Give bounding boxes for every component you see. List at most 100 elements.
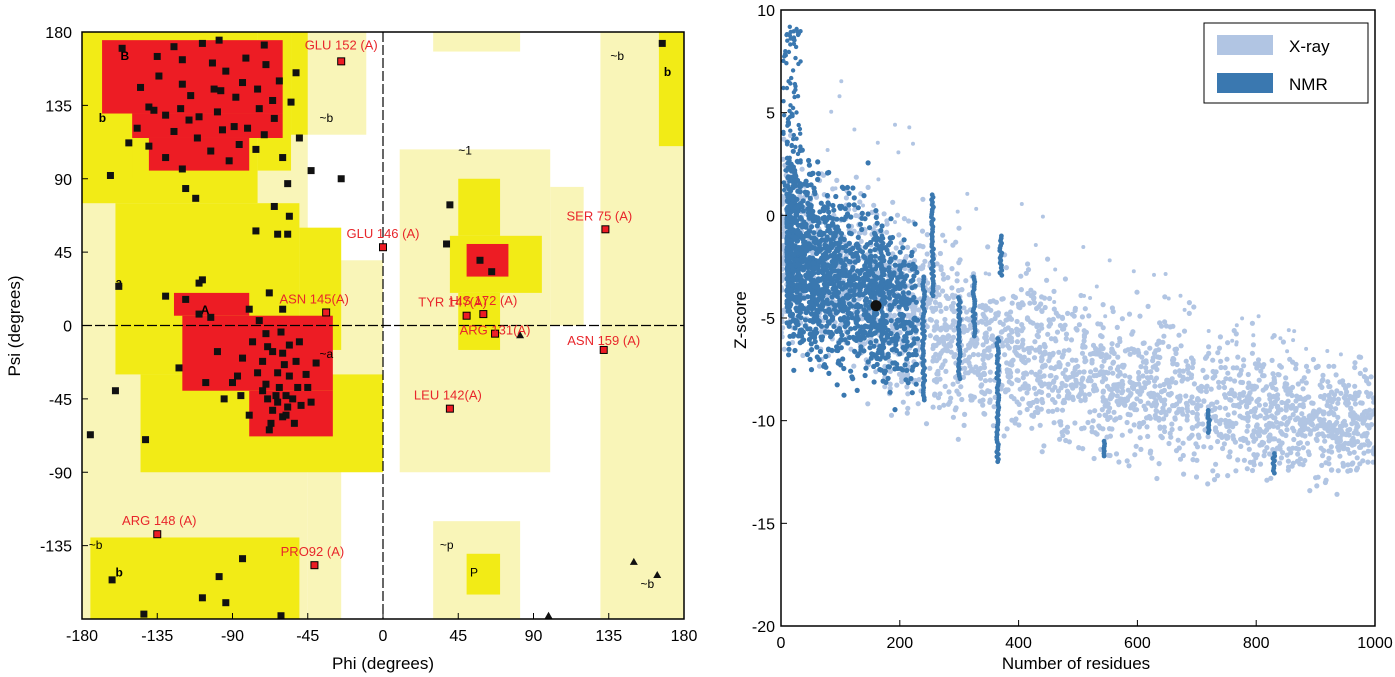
nmr-point — [871, 273, 878, 279]
nmr-point — [784, 32, 789, 38]
xray-point — [1326, 410, 1332, 416]
xray-point — [1180, 452, 1186, 459]
xray-point — [978, 375, 984, 381]
xray-point — [1051, 365, 1057, 372]
nmr-point — [888, 275, 895, 281]
xray-point — [1352, 364, 1358, 371]
zscore-ytick-label: -10 — [752, 414, 775, 431]
xray-point — [1299, 378, 1305, 384]
xray-point — [1181, 471, 1187, 477]
xray-point — [1127, 374, 1133, 380]
ramachandran-point — [215, 36, 223, 44]
xray-point — [1034, 332, 1040, 338]
xray-point — [1078, 388, 1084, 395]
nmr-point — [888, 216, 894, 222]
xray-point — [927, 316, 933, 323]
xray-point — [1144, 415, 1150, 421]
xray-point — [966, 342, 972, 348]
xray-point — [944, 327, 950, 333]
xray-point — [781, 243, 786, 249]
xray-point — [1294, 415, 1301, 421]
ramachandran-point — [178, 80, 186, 88]
nmr-point — [889, 304, 895, 310]
xray-point — [1100, 388, 1106, 394]
xray-point — [781, 312, 785, 318]
nmr-point — [886, 340, 892, 346]
xray-point — [1284, 452, 1290, 458]
nmr-point — [782, 52, 788, 57]
xray-point — [1191, 381, 1197, 387]
ramachandran-point — [255, 105, 263, 113]
xray-point — [1232, 378, 1238, 384]
nmr-point — [795, 261, 801, 267]
xray-point — [1315, 363, 1321, 369]
nmr-point — [824, 284, 830, 290]
nmr-point — [836, 302, 842, 308]
xray-point — [1218, 358, 1224, 364]
nmr-point — [886, 364, 893, 370]
nmr-point — [788, 36, 793, 41]
xray-point — [947, 324, 954, 330]
nmr-point — [802, 317, 809, 323]
ramachandran-point — [443, 240, 451, 248]
nmr-point — [851, 195, 857, 201]
xray-point — [1114, 393, 1120, 399]
xray-point — [924, 232, 930, 238]
xray-point — [1034, 373, 1040, 379]
xray-point — [1045, 256, 1051, 262]
nmr-point — [862, 271, 869, 277]
nmr-point — [828, 243, 834, 249]
xray-point — [1137, 313, 1143, 319]
nmr-point — [786, 122, 791, 127]
xray-point — [1358, 400, 1364, 406]
xray-point — [1054, 329, 1061, 335]
xray-point — [1231, 391, 1237, 397]
xray-point — [1251, 413, 1257, 419]
xray-point — [1236, 372, 1242, 378]
ramachandran-point — [215, 573, 223, 581]
ramachandran-point — [267, 419, 275, 427]
xray-point — [857, 199, 863, 205]
xray-point — [1245, 384, 1251, 391]
nmr-point — [811, 230, 817, 236]
xray-point — [1226, 390, 1232, 397]
xray-point — [1213, 461, 1219, 467]
nmr-point — [855, 275, 861, 281]
ramachandran-point — [274, 230, 282, 238]
xray-point — [1255, 357, 1262, 363]
ramachandran-point — [202, 379, 210, 387]
xray-point — [1013, 416, 1019, 422]
xray-point — [950, 242, 956, 248]
nmr-point — [863, 365, 869, 371]
xray-point — [1015, 368, 1021, 374]
nmr-point — [880, 378, 886, 384]
xray-point — [1250, 342, 1256, 348]
nmr-point — [828, 237, 834, 243]
xray-point — [1226, 420, 1232, 426]
ramachandran-point — [304, 383, 312, 391]
xray-point — [1367, 415, 1373, 421]
xray-point — [1270, 371, 1276, 377]
xray-point — [1008, 338, 1015, 345]
xray-point — [1078, 381, 1084, 387]
ramachandran-point — [192, 194, 200, 202]
ramachandran-point — [118, 44, 126, 52]
xray-point — [1225, 340, 1231, 346]
xray-point — [1256, 402, 1262, 408]
ramachandran-outlier-label: ASN 159 (A) — [567, 333, 640, 348]
nmr-point — [809, 347, 815, 353]
xray-point — [1252, 408, 1258, 414]
nmr-point — [856, 351, 862, 357]
xray-point — [1322, 438, 1328, 444]
xray-point — [1003, 317, 1009, 323]
region-core — [182, 315, 333, 391]
xray-point — [922, 258, 928, 264]
nmr-point — [902, 299, 908, 305]
xray-point — [851, 363, 857, 369]
nmr-point — [801, 241, 807, 247]
xray-point — [961, 323, 967, 330]
xray-point — [1162, 428, 1168, 435]
xray-point — [1321, 448, 1327, 454]
xray-point — [1161, 401, 1168, 407]
